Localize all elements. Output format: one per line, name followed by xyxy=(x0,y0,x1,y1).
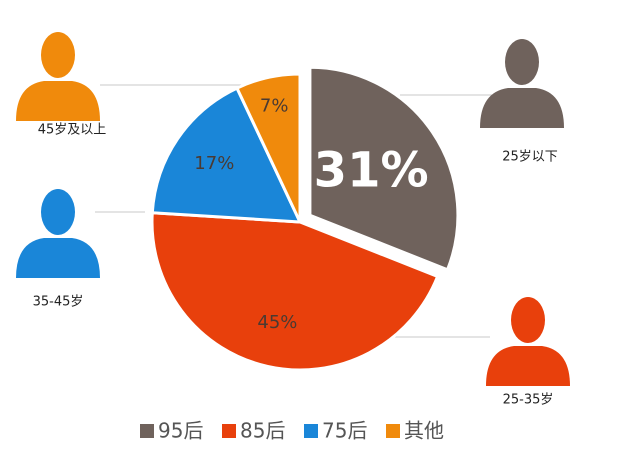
person-head xyxy=(41,32,75,78)
legend-label: 其他 xyxy=(404,419,444,443)
pie-slice xyxy=(150,86,303,224)
person-head xyxy=(511,297,545,343)
person-head xyxy=(505,39,539,85)
person-label: 35-45岁 xyxy=(33,295,84,310)
person-label: 45岁及以上 xyxy=(38,123,107,138)
pie-slice xyxy=(308,65,460,272)
person-label: 25-35岁 xyxy=(503,393,554,408)
legend-swatch xyxy=(386,424,400,438)
person-icon xyxy=(480,88,564,128)
person-label: 25岁以下 xyxy=(502,150,558,165)
legend-label: 85后 xyxy=(240,419,285,443)
pie-slice xyxy=(150,211,440,372)
person-icon xyxy=(16,238,100,278)
person-icon xyxy=(16,81,100,121)
legend-swatch xyxy=(222,424,236,438)
data-label: 7% xyxy=(260,95,289,116)
data-label: 17% xyxy=(194,153,234,174)
legend-swatch xyxy=(140,424,154,438)
data-label: 31% xyxy=(314,143,429,199)
person-icon xyxy=(486,346,570,386)
data-label: 45% xyxy=(257,312,297,333)
pie-slice xyxy=(234,72,302,223)
legend-swatch xyxy=(304,424,318,438)
legend-label: 75后 xyxy=(322,419,367,443)
legend-label: 95后 xyxy=(158,419,203,443)
person-head xyxy=(41,189,75,235)
